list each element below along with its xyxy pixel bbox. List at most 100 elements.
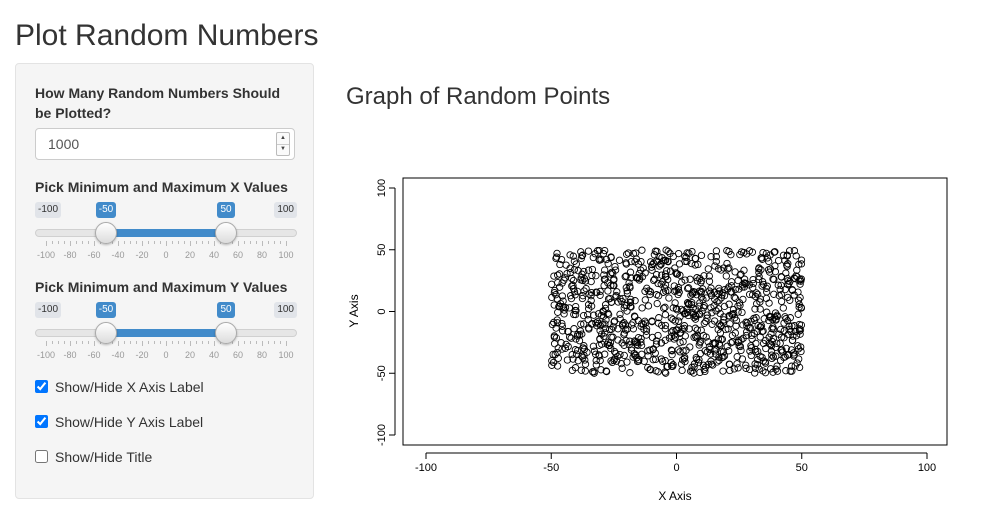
scatter-point bbox=[601, 329, 609, 337]
spin-down-icon[interactable]: ▼ bbox=[280, 146, 286, 152]
scatter-point bbox=[702, 333, 710, 341]
scatter-point bbox=[734, 276, 742, 285]
scatter-point bbox=[767, 347, 776, 355]
scatter-point bbox=[553, 249, 561, 258]
scatter-point bbox=[669, 304, 677, 312]
scatter-point bbox=[551, 286, 559, 295]
slider-handle-to[interactable] bbox=[215, 322, 237, 344]
scatter-point bbox=[794, 296, 803, 304]
count-input[interactable]: ▲ ▼ bbox=[35, 128, 295, 160]
x-axis-label-checkbox[interactable] bbox=[35, 380, 48, 393]
scatter-point bbox=[638, 246, 646, 254]
scatter-point bbox=[569, 252, 577, 260]
slider-grid-tick bbox=[286, 341, 287, 346]
slider-grid-minor-tick bbox=[196, 241, 197, 244]
scatter-plot: -100 -50 0 50 100 -100 -50 0 50 100 X Axis Y Axi… bbox=[347, 177, 948, 503]
scatter-point bbox=[771, 268, 780, 276]
scatter-point bbox=[790, 322, 799, 330]
slider-handle-from[interactable] bbox=[95, 322, 117, 344]
y-tick-label: -100 bbox=[376, 424, 388, 446]
x-range-slider[interactable]: -100 100 -100 -80 -60 -40 -20 0 20 40 60 80 100 -50 50 bbox=[35, 202, 297, 262]
scatter-point bbox=[649, 356, 657, 364]
scatter-point bbox=[700, 365, 708, 374]
scatter-point bbox=[581, 360, 590, 368]
count-input-field[interactable] bbox=[48, 136, 248, 152]
scatter-point bbox=[732, 322, 740, 330]
scatter-point bbox=[547, 280, 556, 288]
scatter-point bbox=[613, 288, 621, 296]
scatter-point bbox=[560, 276, 568, 284]
scatter-point bbox=[668, 362, 676, 370]
scatter-point bbox=[570, 325, 578, 333]
slider-grid-tick bbox=[118, 341, 119, 346]
scatter-point bbox=[697, 251, 706, 260]
scatter-point bbox=[580, 275, 589, 283]
scatter-point bbox=[792, 332, 801, 340]
slider-grid-label: 80 bbox=[256, 250, 267, 260]
scatter-point bbox=[742, 279, 750, 288]
y-range-slider[interactable]: -100 100 -100 -80 -60 -40 -20 0 20 40 60 80 100 -50 50 bbox=[35, 302, 297, 362]
count-spinner[interactable]: ▲ ▼ bbox=[276, 132, 290, 156]
scatter-point bbox=[777, 297, 786, 306]
scatter-point bbox=[765, 339, 773, 348]
scatter-point bbox=[611, 262, 619, 271]
scatter-point bbox=[779, 251, 788, 259]
scatter-point bbox=[648, 266, 656, 274]
scatter-point bbox=[655, 252, 663, 261]
scatter-point bbox=[621, 321, 630, 329]
scatter-point bbox=[796, 326, 805, 334]
slider-grid-tick bbox=[70, 341, 71, 346]
scatter-point bbox=[734, 364, 742, 372]
scatter-point bbox=[729, 310, 738, 318]
slider-handle-to[interactable] bbox=[215, 222, 237, 244]
spin-up-icon[interactable]: ▲ bbox=[277, 133, 289, 145]
scatter-point bbox=[742, 361, 750, 369]
scatter-point bbox=[786, 314, 794, 322]
slider-grid-tick bbox=[214, 241, 215, 246]
scatter-point bbox=[580, 320, 588, 328]
scatter-point bbox=[567, 294, 576, 303]
scatter-point bbox=[706, 350, 715, 358]
slider-grid-minor-tick bbox=[184, 341, 185, 344]
slider-max-label: 100 bbox=[274, 302, 297, 318]
scatter-point bbox=[600, 271, 608, 279]
scatter-point bbox=[773, 367, 782, 375]
scatter-point bbox=[797, 275, 805, 283]
scatter-point bbox=[747, 351, 755, 360]
scatter-point bbox=[723, 342, 731, 350]
scatter-point bbox=[610, 347, 619, 356]
checkbox-x-axis-label-text: Show/Hide X Axis Label bbox=[55, 379, 204, 395]
scatter-point bbox=[658, 254, 666, 262]
x-axis: -100 -50 0 50 100 bbox=[415, 452, 936, 474]
sidebar-panel: How Many Random Numbers Should be Plotte… bbox=[15, 63, 314, 499]
scatter-point bbox=[740, 283, 748, 291]
scatter-point bbox=[747, 342, 755, 350]
scatter-point bbox=[558, 292, 566, 300]
scatter-point bbox=[703, 314, 711, 322]
scatter-point bbox=[758, 278, 767, 286]
scatter-point bbox=[751, 305, 759, 313]
slider-grid-label: -60 bbox=[87, 350, 101, 360]
scatter-point bbox=[788, 336, 797, 344]
scatter-point bbox=[615, 256, 624, 264]
scatter-point bbox=[642, 327, 651, 335]
scatter-point bbox=[623, 289, 632, 297]
scatter-point bbox=[725, 347, 733, 355]
scatter-point bbox=[751, 292, 760, 301]
scatter-point bbox=[584, 266, 593, 274]
y-axis-label-checkbox[interactable] bbox=[35, 415, 48, 428]
scatter-point bbox=[669, 315, 677, 324]
scatter-point bbox=[745, 324, 753, 332]
scatter-point bbox=[738, 308, 746, 317]
scatter-point bbox=[622, 250, 631, 258]
title-checkbox[interactable] bbox=[35, 450, 48, 463]
slider-handle-from[interactable] bbox=[95, 222, 117, 244]
scatter-point bbox=[777, 273, 785, 281]
slider-grid-label: 40 bbox=[208, 250, 219, 260]
scatter-point bbox=[792, 252, 800, 260]
scatter-point bbox=[777, 281, 785, 289]
slider-grid-minor-tick bbox=[124, 341, 125, 344]
scatter-point bbox=[644, 352, 652, 360]
scatter-point bbox=[781, 313, 789, 321]
scatter-point bbox=[789, 332, 797, 340]
